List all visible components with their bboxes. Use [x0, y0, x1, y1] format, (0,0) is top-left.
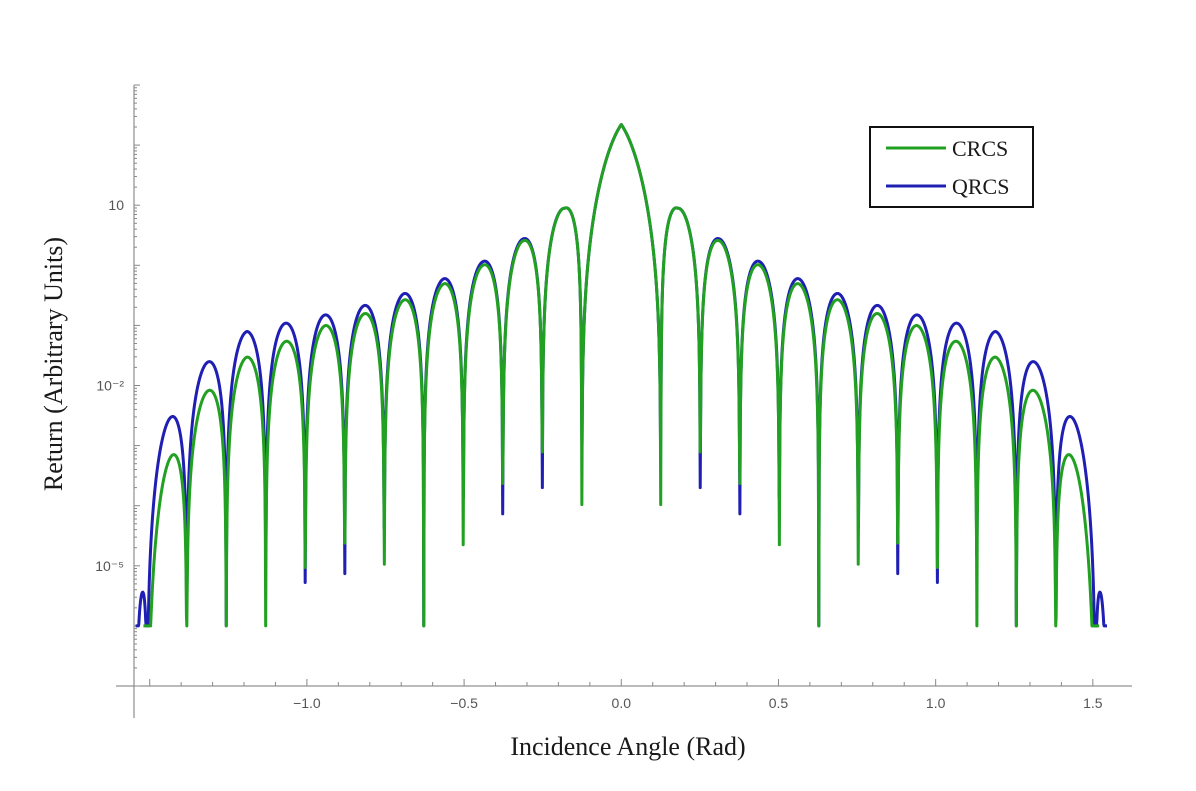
series-layer [134, 123, 1109, 628]
x-tick-label: 1.5 [1083, 695, 1103, 711]
axes [116, 85, 1132, 718]
y-tick-label: 10⁻² [96, 378, 124, 394]
x-tick-label: 1.0 [926, 695, 946, 711]
legend: CRCS QRCS [869, 126, 1034, 208]
x-tick-label: −1.0 [293, 695, 321, 711]
legend-label-qrcs: QRCS [952, 174, 1009, 199]
y-axis-ticks: 10 10⁻² 10⁻⁵ [95, 84, 140, 687]
y-axis-title: Return (Arbitrary Units) [39, 237, 68, 491]
x-tick-label: 0.5 [769, 695, 789, 711]
y-tick-label: 10⁻⁵ [95, 558, 124, 574]
y-tick-label: 10 [108, 197, 124, 213]
legend-box [869, 126, 1034, 208]
x-tick-label: 0.0 [612, 695, 632, 711]
x-tick-label: −0.5 [450, 695, 478, 711]
x-axis-ticks: −1.0 −0.5 0.0 0.5 1.0 1.5 [149, 679, 1103, 711]
x-axis-title: Incidence Angle (Rad) [510, 732, 745, 761]
series-line-crcs [142, 123, 1101, 628]
legend-label-crcs: CRCS [952, 136, 1008, 161]
